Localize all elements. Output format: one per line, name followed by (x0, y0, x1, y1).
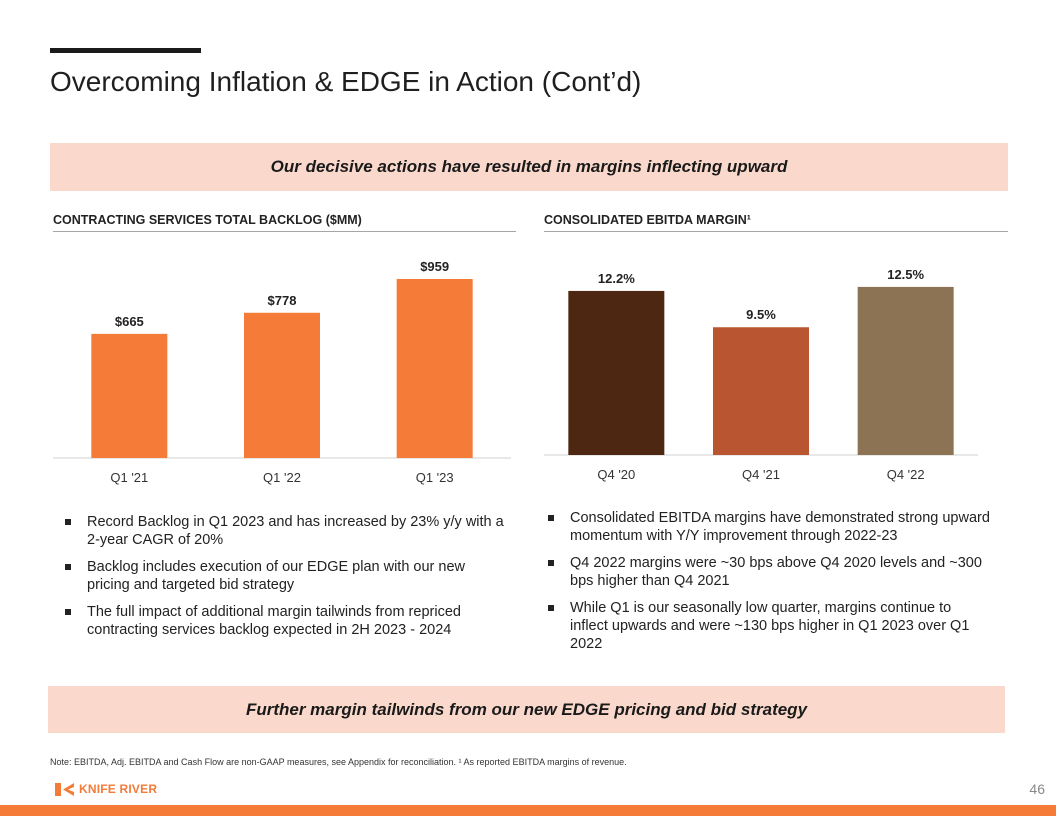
bar (244, 312, 320, 458)
x-tick-label: Q4 '20 (597, 467, 635, 482)
ebitda-margin-bar-chart: 12.2% Q4 '20 9.5% Q4 '21 12.5% Q4 '22 (544, 267, 978, 482)
bullet-item: Record Backlog in Q1 2023 and has increa… (57, 513, 509, 549)
bottom-banner: Further margin tailwinds from our new ED… (48, 686, 1005, 733)
backlog-bullets: Record Backlog in Q1 2023 and has increa… (57, 513, 509, 648)
x-tick-label: Q1 '21 (110, 470, 148, 485)
x-tick-label: Q1 '23 (416, 470, 454, 485)
knife-river-logo-icon (55, 782, 74, 796)
bullet-square-icon (548, 560, 554, 566)
bar-value-label: $665 (115, 314, 144, 329)
ebitda-chart-title: CONSOLIDATED EBITDA MARGIN¹ (544, 213, 1008, 232)
backlog-bar-chart: $665 Q1 '21 $778 Q1 '22 $959 Q1 '23 (53, 259, 511, 485)
logo-text: KNIFE RIVER (79, 782, 158, 796)
backlog-chart-title: CONTRACTING SERVICES TOTAL BACKLOG ($MM) (53, 213, 516, 232)
bullet-square-icon (65, 609, 71, 615)
bullet-item: While Q1 is our seasonally low quarter, … (540, 599, 990, 653)
bar-value-label: $959 (420, 259, 449, 274)
title-rule (50, 48, 201, 53)
bar (857, 286, 954, 455)
footer-accent-bar (0, 805, 1056, 816)
bullet-square-icon (65, 564, 71, 570)
bullet-item: Q4 2022 margins were ~30 bps above Q4 20… (540, 554, 990, 590)
x-tick-label: Q1 '22 (263, 470, 301, 485)
bar-value-label: 12.2% (598, 271, 635, 286)
x-tick-label: Q4 '22 (887, 467, 925, 482)
bullet-item: Consolidated EBITDA margins have demonst… (540, 509, 990, 545)
bar (396, 278, 473, 458)
bar (713, 327, 809, 455)
bar (568, 290, 665, 455)
company-logo: KNIFE RIVER (55, 782, 157, 796)
x-tick-label: Q4 '21 (742, 467, 780, 482)
top-banner: Our decisive actions have resulted in ma… (50, 143, 1008, 191)
bar-value-label: 9.5% (746, 307, 776, 322)
bullet-square-icon (548, 605, 554, 611)
bar-value-label: 12.5% (887, 267, 924, 282)
bullet-square-icon (65, 519, 71, 525)
bullet-square-icon (548, 515, 554, 521)
page-title: Overcoming Inflation & EDGE in Action (C… (50, 66, 642, 97)
footnote: Note: EBITDA, Adj. EBITDA and Cash Flow … (50, 757, 627, 767)
bullet-item: Backlog includes execution of our EDGE p… (57, 558, 509, 594)
bar (91, 333, 168, 458)
bullet-item: The full impact of additional margin tai… (57, 603, 509, 639)
page-number: 46 (1029, 781, 1045, 797)
ebitda-bullets: Consolidated EBITDA margins have demonst… (540, 509, 990, 662)
bar-value-label: $778 (268, 293, 297, 308)
